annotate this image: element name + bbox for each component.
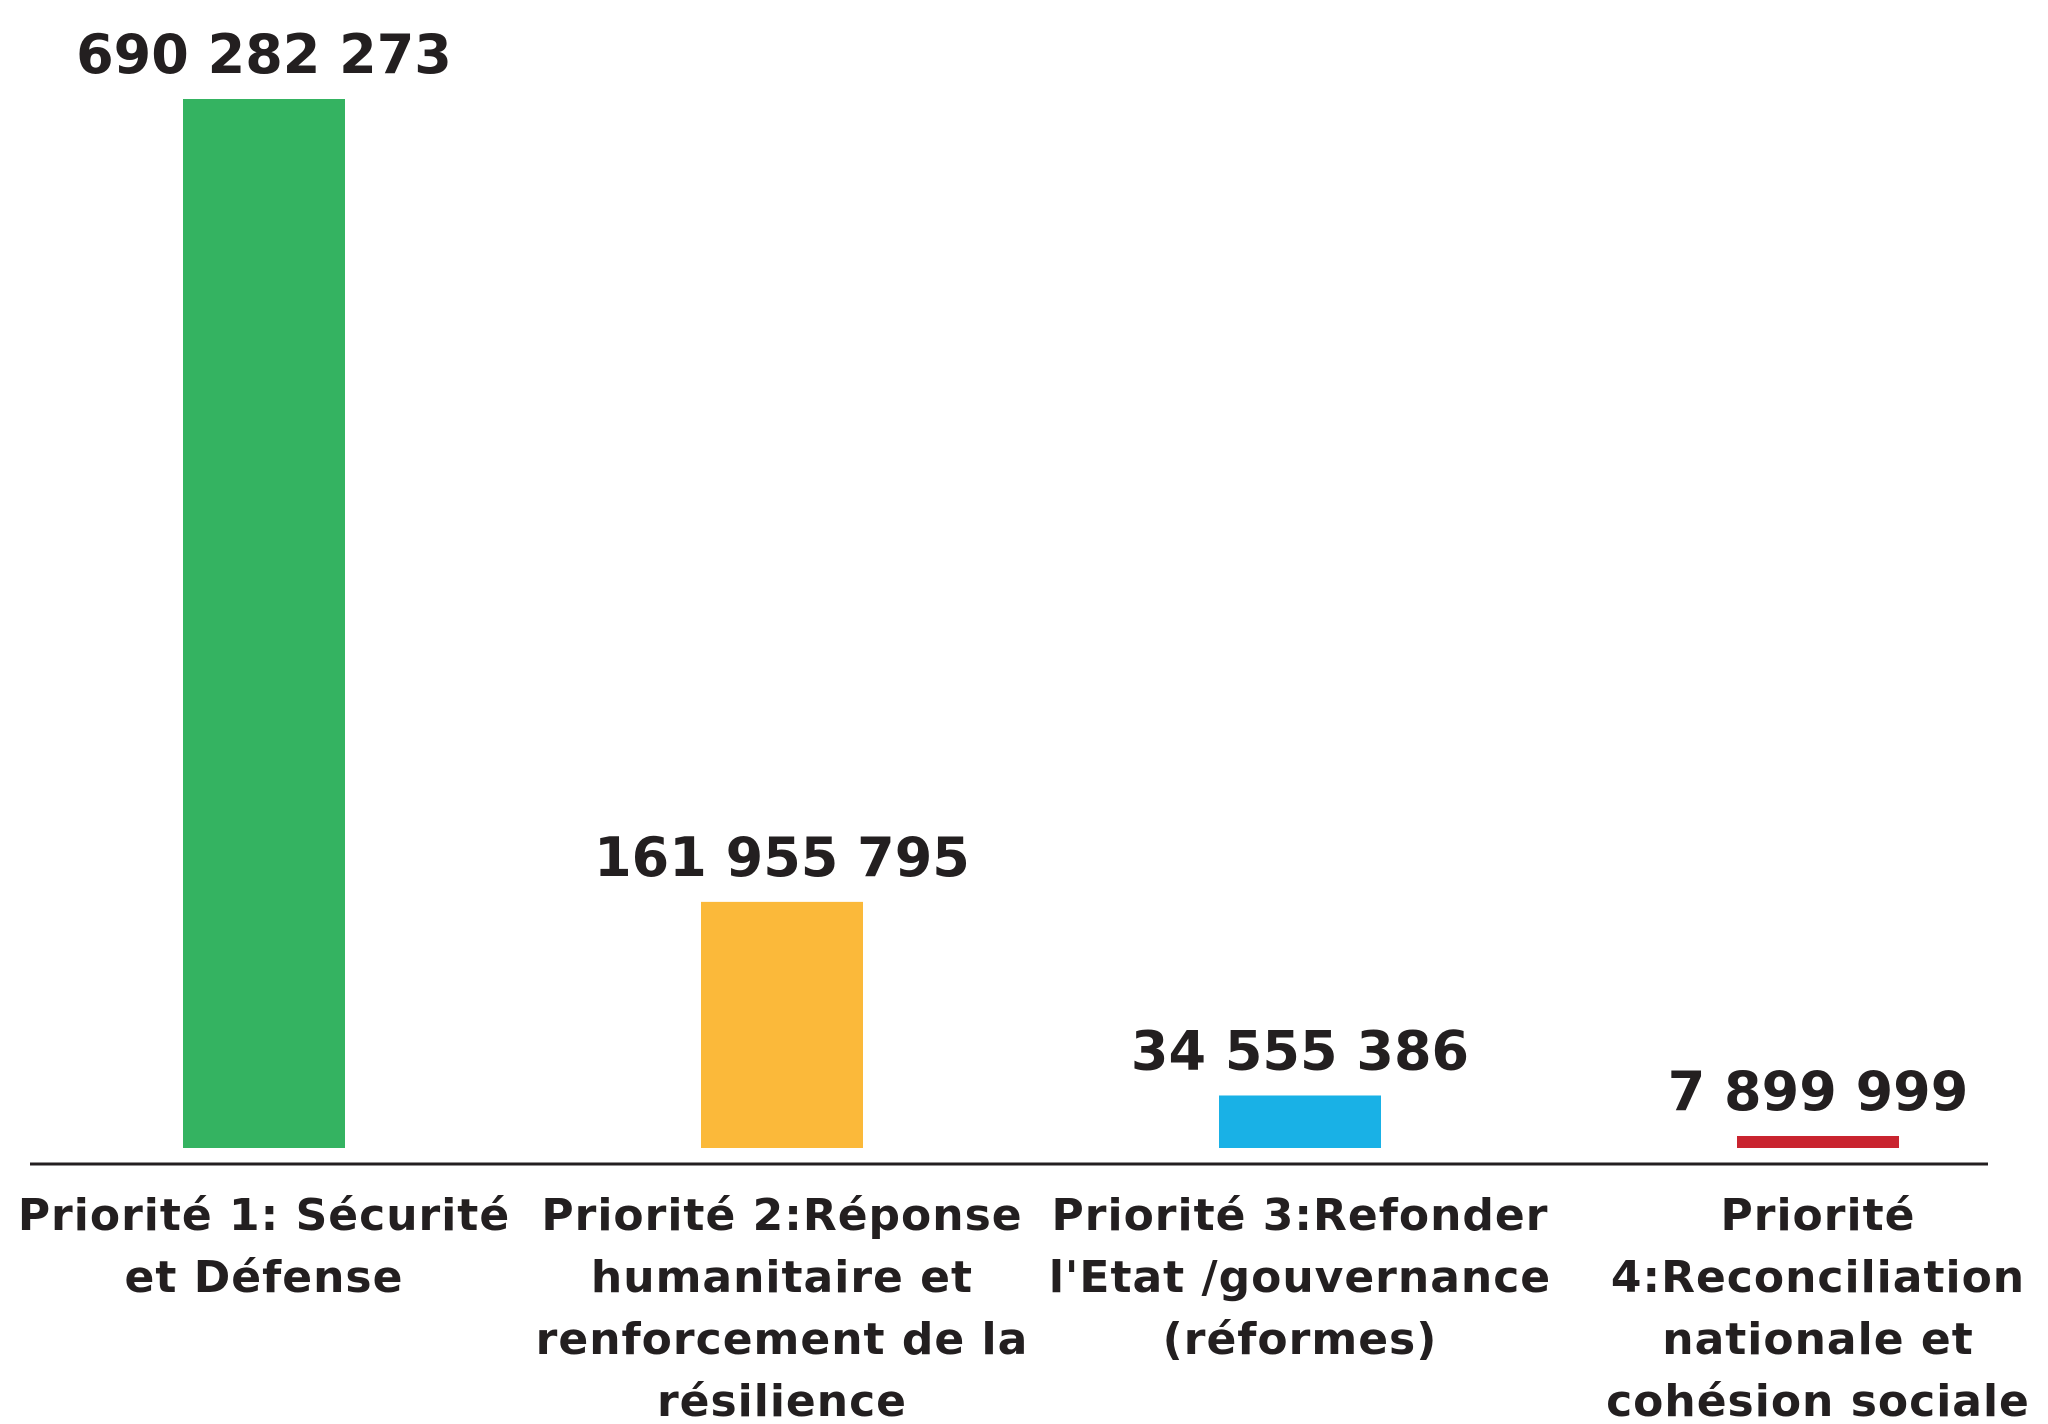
category-label-2-line-3: renforcement de la bbox=[536, 1314, 1029, 1365]
bars-group bbox=[183, 99, 1899, 1148]
category-label-2: Priorité 2:Réponse humanitaire et renforce… bbox=[536, 1190, 1029, 1424]
category-label-3-line-1: Priorité 3:Refonder bbox=[1052, 1190, 1549, 1241]
category-label-1-line-1: Priorité 1: Sécurité bbox=[18, 1190, 510, 1241]
value-label-4: 7 899 999 bbox=[1668, 1060, 1969, 1123]
category-label-3-line-2: l'Etat /gouvernance bbox=[1049, 1252, 1551, 1303]
category-label-4: Priorité 4:Reconciliation nationale et cohé… bbox=[1606, 1190, 2030, 1424]
value-labels-group: 690 282 273 161 955 795 34 555 386 7 899 99… bbox=[76, 23, 1968, 1123]
category-label-2-line-1: Priorité 2:Réponse bbox=[541, 1190, 1022, 1241]
category-label-3: Priorité 3:Refonder l'Etat /gouvernance (r… bbox=[1049, 1190, 1551, 1365]
category-label-1: Priorité 1: Sécurité et Défense bbox=[18, 1190, 510, 1303]
category-label-3-line-3: (réformes) bbox=[1163, 1314, 1438, 1365]
category-label-2-line-2: humanitaire et bbox=[591, 1252, 973, 1303]
category-label-4-line-3: nationale et bbox=[1662, 1314, 1974, 1365]
category-label-4-line-2: 4:Reconciliation bbox=[1611, 1252, 2025, 1303]
category-label-2-line-4: résilience bbox=[657, 1376, 907, 1424]
value-label-3: 34 555 386 bbox=[1131, 1019, 1469, 1082]
value-label-2: 161 955 795 bbox=[594, 826, 970, 889]
bar-4 bbox=[1737, 1135, 1899, 1148]
bar-2 bbox=[701, 901, 863, 1148]
category-label-4-line-4: cohésion sociale bbox=[1606, 1376, 2030, 1424]
bar-3 bbox=[1219, 1095, 1381, 1148]
value-label-1: 690 282 273 bbox=[76, 23, 452, 86]
category-label-4-line-1: Priorité bbox=[1721, 1190, 1916, 1241]
category-labels-group: Priorité 1: Sécurité et Défense Priorité 2… bbox=[18, 1190, 2030, 1424]
category-label-1-line-2: et Défense bbox=[125, 1252, 404, 1303]
bar-1 bbox=[183, 99, 345, 1148]
